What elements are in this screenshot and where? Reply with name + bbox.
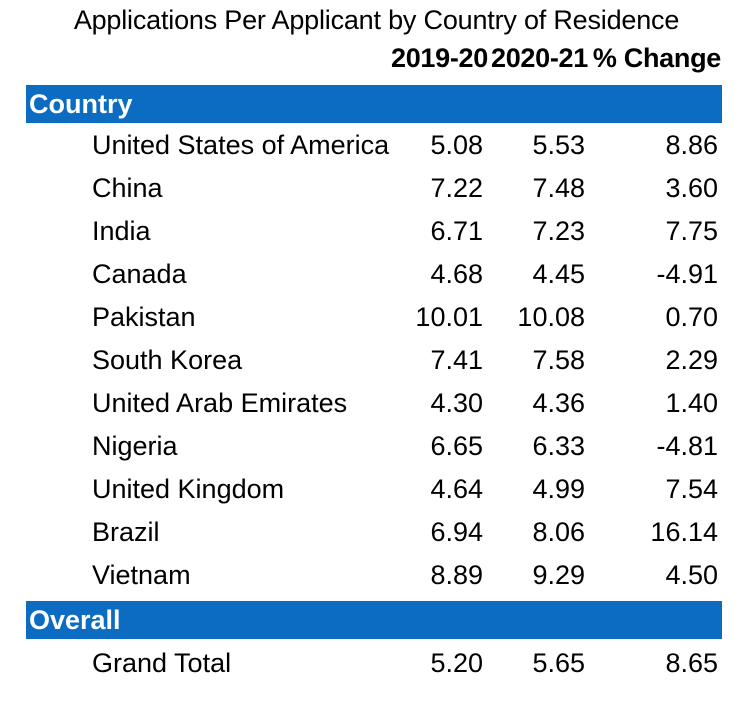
row-label: Grand Total [92, 648, 232, 678]
cell-2020-21: 4.45 [532, 259, 585, 289]
cell-2020-21: 5.53 [532, 130, 585, 160]
row-label: United Kingdom [92, 474, 285, 504]
table-row: South Korea 7.41 7.58 2.29 [0, 339, 753, 382]
cell-percent-change: 16.14 [650, 517, 718, 547]
row-label: United States of America [92, 130, 390, 160]
cell-percent-change: 1.40 [665, 388, 718, 418]
table-row: Pakistan 10.01 10.08 0.70 [0, 296, 753, 339]
cell-2019-20: 6.94 [430, 517, 483, 547]
cell-2019-20: 6.65 [430, 431, 483, 461]
table-row: Canada 4.68 4.45 -4.91 [0, 253, 753, 296]
row-label: United Arab Emirates [92, 388, 348, 418]
cell-percent-change: 7.75 [665, 216, 718, 246]
cell-2019-20: 7.41 [430, 345, 483, 375]
cell-percent-change: 8.65 [665, 648, 718, 678]
cell-2019-20: 4.68 [430, 259, 483, 289]
group-header-country: Country [26, 85, 722, 123]
cell-2019-20: 8.89 [430, 560, 483, 590]
cell-2019-20: 6.71 [430, 216, 483, 246]
cell-2019-20: 10.01 [415, 302, 483, 332]
table-row: Vietnam 8.89 9.29 4.50 [0, 554, 753, 597]
cell-2019-20: 5.20 [430, 648, 483, 678]
column-header-2020-21: 2020-21 [491, 43, 588, 73]
group-header-overall: Overall [26, 601, 722, 639]
cell-percent-change: -4.81 [656, 431, 718, 461]
cell-2020-21: 4.36 [532, 388, 585, 418]
row-label: South Korea [92, 345, 243, 375]
column-header-2019-20: 2019-20 [391, 43, 488, 73]
cell-2020-21: 5.65 [532, 648, 585, 678]
cell-2020-21: 8.06 [532, 517, 585, 547]
cell-2019-20: 4.30 [430, 388, 483, 418]
table-row: United States of America 5.08 5.53 8.86 [0, 124, 753, 167]
table-row: United Kingdom 4.64 4.99 7.54 [0, 468, 753, 511]
cell-2020-21: 9.29 [532, 560, 585, 590]
table-row: Brazil 6.94 8.06 16.14 [0, 511, 753, 554]
row-label: Canada [92, 259, 187, 289]
cell-2020-21: 10.08 [517, 302, 585, 332]
cell-2020-21: 7.48 [532, 173, 585, 203]
cell-2019-20: 5.08 [430, 130, 483, 160]
row-label: Vietnam [92, 560, 191, 590]
column-header-percent-change: % Change [592, 43, 721, 73]
table-row: Grand Total 5.20 5.65 8.65 [0, 642, 753, 685]
cell-2020-21: 6.33 [532, 431, 585, 461]
cell-percent-change: 0.70 [665, 302, 718, 332]
cell-percent-change: 7.54 [665, 474, 718, 504]
table-row: China 7.22 7.48 3.60 [0, 167, 753, 210]
row-label: Pakistan [92, 302, 196, 332]
cell-percent-change: 3.60 [665, 173, 718, 203]
cell-2019-20: 7.22 [430, 173, 483, 203]
table-title: Applications Per Applicant by Country of… [73, 5, 680, 35]
cell-2019-20: 4.64 [430, 474, 483, 504]
cell-percent-change: -4.91 [656, 259, 718, 289]
table-row: Nigeria 6.65 6.33 -4.81 [0, 425, 753, 468]
row-label: China [92, 173, 163, 203]
table-row: United Arab Emirates 4.30 4.36 1.40 [0, 382, 753, 425]
cell-percent-change: 2.29 [665, 345, 718, 375]
table-row: India 6.71 7.23 7.75 [0, 210, 753, 253]
row-label: India [92, 216, 151, 246]
cell-2020-21: 4.99 [532, 474, 585, 504]
row-label: Brazil [92, 517, 160, 547]
cell-2020-21: 7.58 [532, 345, 585, 375]
row-label: Nigeria [92, 431, 178, 461]
cell-percent-change: 8.86 [665, 130, 718, 160]
cell-percent-change: 4.50 [665, 560, 718, 590]
cell-2020-21: 7.23 [532, 216, 585, 246]
